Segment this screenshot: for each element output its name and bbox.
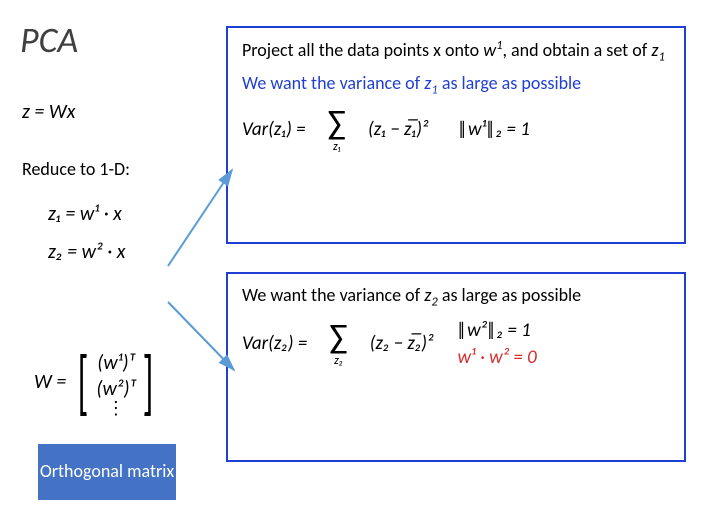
- matrix-body: (w¹)ᵀ (w²)ᵀ ⋮: [94, 351, 137, 414]
- bracket-right-icon: ]: [143, 350, 154, 415]
- sigma-icon: ∑: [329, 321, 347, 355]
- box2-line1: We want the variance of z2 as large as p…: [242, 284, 670, 311]
- var-lhs-1: Var(z₁) =: [242, 118, 306, 141]
- vdots-icon: ⋮: [107, 403, 125, 414]
- sum-1: ∑ z₁: [328, 107, 346, 153]
- norm-1: ‖w¹‖₂ = 1: [458, 118, 530, 141]
- bracket-left-icon: [: [78, 350, 89, 415]
- box1-var-row: Var(z₁) = ∑ z₁ (z₁ − z̅₁)² ‖w¹‖₂ = 1: [242, 107, 670, 153]
- eq-z2: z₂ = w² · x: [48, 240, 222, 264]
- sum-under-2: z₂: [334, 355, 343, 367]
- sum-body-1: (z₁ − z̅₁)²: [368, 118, 428, 141]
- sigma-icon: ∑: [328, 107, 346, 141]
- reduce-label: Reduce to 1-D:: [22, 158, 222, 180]
- box-z2: We want the variance of z2 as large as p…: [226, 272, 686, 462]
- box1-line2: We want the variance of z1 as large as p…: [242, 72, 670, 99]
- box-z1: Project all the data points x onto w1, a…: [226, 26, 686, 244]
- matrix-row-1: (w¹)ᵀ: [97, 351, 134, 375]
- matrix-W: W = [ (w¹)ᵀ (w²)ᵀ ⋮ ]: [34, 350, 159, 415]
- sum-body-2: (z₂ − z̅₂)²: [370, 332, 434, 355]
- box2-var-row: Var(z₂) = ∑ z₂ (z₂ − z̅₂)² ‖w²‖₂ = 1 w¹ …: [242, 319, 670, 369]
- page-title: PCA: [20, 18, 78, 62]
- box1-line1: Project all the data points x onto w1, a…: [242, 38, 670, 66]
- sum-under-1: z₁: [333, 141, 341, 153]
- W-equals: W =: [34, 370, 66, 394]
- ortho-constraint: w¹ · w² = 0: [457, 346, 536, 369]
- norm-2: ‖w²‖₂ = 1: [457, 319, 530, 342]
- sum-2: ∑ z₂: [329, 321, 347, 367]
- eq-z1: z₁ = w¹ · x: [48, 202, 222, 226]
- eq-zWx: z = Wx: [22, 100, 222, 124]
- var-lhs-2: Var(z₂) =: [242, 332, 307, 355]
- left-column: z = Wx Reduce to 1-D: z₁ = w¹ · x z₂ = w…: [22, 100, 222, 264]
- orthogonal-badge: Orthogonal matrix: [38, 444, 176, 500]
- constraints-z2: ‖w²‖₂ = 1 w¹ · w² = 0: [457, 319, 536, 369]
